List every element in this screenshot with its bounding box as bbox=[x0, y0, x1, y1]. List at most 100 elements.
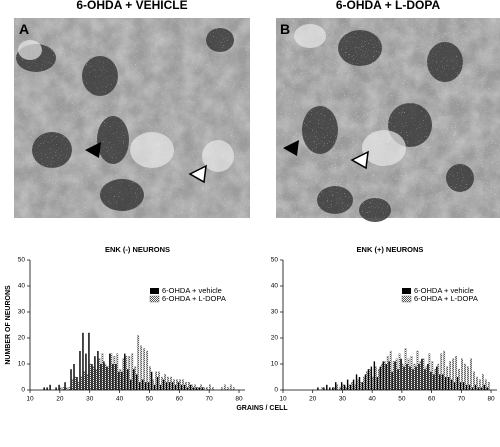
bar bbox=[444, 377, 447, 390]
y-tick-label: 20 bbox=[18, 335, 26, 342]
legend-swatch bbox=[402, 288, 411, 294]
bar bbox=[427, 364, 429, 390]
bar bbox=[98, 358, 101, 391]
bar bbox=[473, 371, 475, 391]
y-tick-label: 50 bbox=[18, 257, 26, 264]
bar bbox=[351, 382, 353, 391]
micrograph bbox=[14, 18, 250, 218]
bar bbox=[189, 384, 192, 390]
x-tick-label: 30 bbox=[86, 396, 94, 403]
bar bbox=[392, 361, 395, 391]
bar bbox=[141, 379, 144, 390]
bar bbox=[158, 371, 160, 391]
bar bbox=[122, 358, 125, 391]
bar bbox=[346, 379, 349, 390]
bar bbox=[73, 364, 75, 390]
x-tick-label: 70 bbox=[206, 396, 214, 403]
bar bbox=[440, 353, 443, 391]
bar bbox=[329, 387, 331, 390]
bar bbox=[430, 371, 432, 390]
bar bbox=[394, 361, 396, 390]
bar bbox=[416, 350, 419, 391]
bar bbox=[171, 382, 174, 390]
bar bbox=[340, 382, 343, 390]
y-tick-label: 10 bbox=[18, 361, 26, 368]
bar bbox=[92, 366, 95, 391]
bar bbox=[437, 363, 440, 391]
bar bbox=[134, 366, 137, 391]
legend-label: 6-OHDA + L-DOPA bbox=[414, 294, 478, 303]
bar bbox=[360, 382, 362, 391]
bar bbox=[462, 382, 465, 390]
bar bbox=[450, 379, 453, 390]
bar bbox=[131, 353, 134, 391]
bar bbox=[136, 374, 138, 390]
bar bbox=[442, 374, 444, 390]
bar bbox=[336, 384, 339, 391]
bar bbox=[162, 379, 165, 390]
bar bbox=[425, 366, 428, 391]
x-tick-label: 10 bbox=[279, 396, 287, 403]
bar bbox=[109, 353, 111, 390]
bar bbox=[349, 384, 352, 390]
bar bbox=[355, 374, 358, 390]
x-tick-label: 80 bbox=[235, 396, 243, 403]
x-tick-label: 50 bbox=[398, 396, 406, 403]
bar bbox=[140, 345, 143, 391]
y-tick-label: 0 bbox=[274, 387, 278, 394]
y-tick-label: 40 bbox=[271, 283, 279, 290]
bar bbox=[177, 382, 180, 390]
bar bbox=[124, 353, 126, 390]
bar bbox=[388, 361, 390, 390]
x-tick-label: 60 bbox=[428, 396, 436, 403]
bar bbox=[443, 350, 446, 391]
bar bbox=[118, 371, 120, 390]
bar bbox=[397, 369, 399, 390]
bar bbox=[167, 376, 169, 391]
bar bbox=[465, 384, 468, 390]
bar bbox=[447, 377, 450, 390]
bar bbox=[164, 374, 166, 391]
bar bbox=[195, 387, 198, 390]
x-tick-label: 40 bbox=[116, 396, 124, 403]
bar bbox=[471, 387, 474, 390]
x-tick-label: 50 bbox=[146, 396, 154, 403]
bar bbox=[461, 358, 463, 391]
bar bbox=[383, 361, 386, 391]
legend-label: 6-OHDA + vehicle bbox=[162, 286, 222, 295]
bar bbox=[101, 353, 104, 391]
bar bbox=[161, 376, 163, 391]
bar bbox=[395, 358, 398, 391]
bar bbox=[418, 364, 420, 390]
x-tick-label: 40 bbox=[369, 396, 377, 403]
bar bbox=[144, 382, 147, 390]
bar bbox=[364, 374, 367, 390]
bar bbox=[486, 387, 489, 390]
bar bbox=[487, 382, 490, 391]
bar bbox=[49, 384, 51, 390]
chart-title: ENK (+) NEURONS bbox=[357, 245, 424, 254]
bar bbox=[176, 379, 178, 391]
bar bbox=[130, 379, 132, 390]
bar bbox=[150, 371, 153, 390]
bar bbox=[188, 382, 190, 391]
bar bbox=[115, 364, 117, 390]
bar bbox=[200, 384, 202, 391]
bar bbox=[377, 369, 380, 391]
bar bbox=[74, 376, 77, 391]
bar bbox=[179, 379, 181, 391]
bar bbox=[332, 387, 334, 390]
bar bbox=[83, 371, 86, 391]
bar bbox=[79, 351, 81, 390]
bar bbox=[153, 384, 156, 390]
bar bbox=[97, 351, 99, 390]
bar bbox=[152, 379, 154, 391]
bar bbox=[400, 358, 402, 390]
bar bbox=[133, 369, 135, 390]
bar bbox=[192, 387, 195, 390]
bar bbox=[77, 382, 80, 391]
bar bbox=[112, 364, 114, 390]
bar bbox=[82, 332, 84, 390]
bar bbox=[194, 384, 196, 391]
bar bbox=[468, 384, 471, 390]
